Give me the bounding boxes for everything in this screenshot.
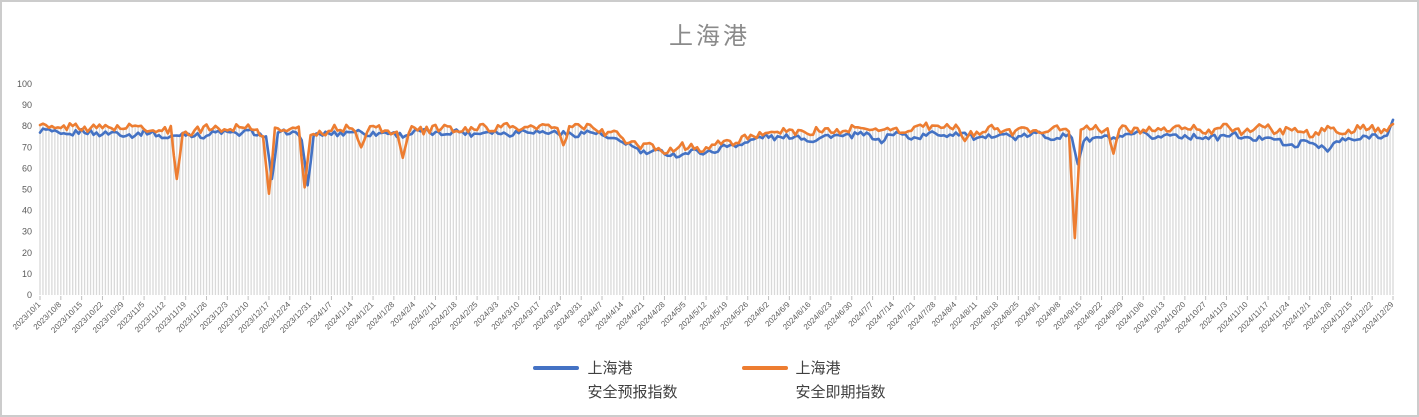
legend-item-forecast: 上海港 安全预报指数 (533, 357, 678, 405)
legend: 上海港 安全预报指数 上海港 安全即期指数 (2, 357, 1417, 405)
y-axis-tick-label: 20 (22, 248, 32, 258)
y-axis-tick-label: 60 (22, 163, 32, 173)
legend-forecast-line2: 安全预报指数 (587, 384, 678, 401)
legend-forecast-line1: 上海港 (587, 360, 633, 377)
y-axis-tick-label: 30 (22, 227, 32, 237)
x-axis-ticks (39, 296, 1394, 300)
y-axis-tick-label: 90 (22, 100, 32, 110)
series-spot-line (38, 121, 1395, 240)
y-axis-tick-label: 0 (27, 290, 32, 300)
series-forecast-line (38, 118, 1395, 187)
y-axis-tick-label: 100 (17, 79, 32, 89)
chart-title: 上海港 (669, 23, 750, 50)
y-axis-labels: 0 10 20 30 40 50 60 70 80 90 100 (17, 79, 32, 300)
legend-spot-line1: 上海港 (795, 360, 841, 377)
y-axis-tick-label: 50 (22, 185, 32, 195)
legend-label-forecast: 上海港 安全预报指数 (587, 357, 677, 405)
x-axis-labels: 2023/10/12023/10/82023/10/152023/10/2220… (11, 300, 1396, 335)
legend-label-spot: 上海港 安全即期指数 (796, 357, 886, 405)
y-axis-tick-label: 40 (22, 206, 32, 216)
spot-line-swatch (741, 366, 788, 370)
y-axis-tick-label: 70 (22, 142, 32, 152)
y-axis-tick-label: 10 (22, 269, 32, 279)
legend-item-spot: 上海港 安全即期指数 (741, 357, 886, 405)
y-axis-tick-label: 80 (22, 121, 32, 131)
forecast-line-swatch (533, 366, 580, 370)
drop-lines (39, 119, 1394, 295)
legend-spot-line2: 安全即期指数 (795, 384, 886, 401)
